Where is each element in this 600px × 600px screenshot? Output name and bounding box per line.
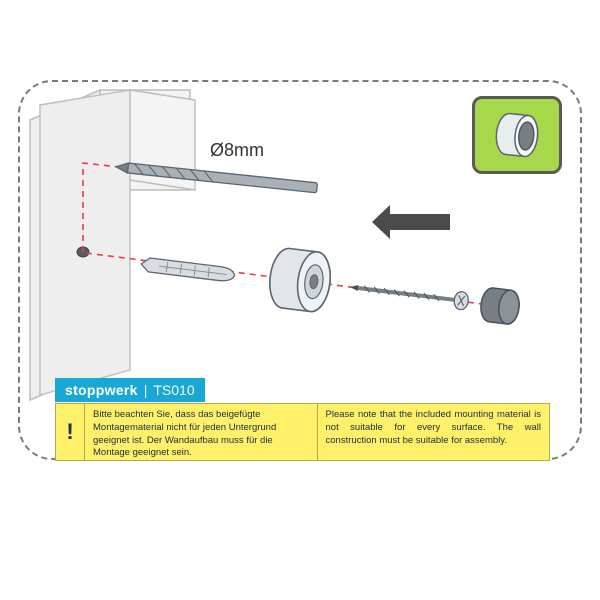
note-text-de: Bitte beachten Sie, dass das beigefügte …	[85, 403, 318, 461]
inset-graphic	[475, 96, 559, 174]
screw	[349, 278, 469, 310]
product-inset	[472, 96, 562, 174]
warning-icon: !	[55, 403, 85, 461]
warning-note: ! Bitte beachten Sie, dass das beigefügt…	[55, 403, 550, 461]
rubber-cap	[479, 287, 521, 325]
direction-arrow-icon	[372, 205, 450, 239]
assembly-diagram	[0, 0, 600, 600]
diameter-label: Ø8mm	[210, 140, 264, 161]
brand-separator: |	[144, 382, 148, 398]
doorstop-body	[267, 247, 334, 314]
model-code: TS010	[153, 382, 194, 398]
brand-tag: stoppwerk | TS010	[55, 378, 205, 402]
brand-name: stoppwerk	[65, 382, 138, 398]
note-text-en: Please note that the included mounting m…	[318, 403, 551, 461]
